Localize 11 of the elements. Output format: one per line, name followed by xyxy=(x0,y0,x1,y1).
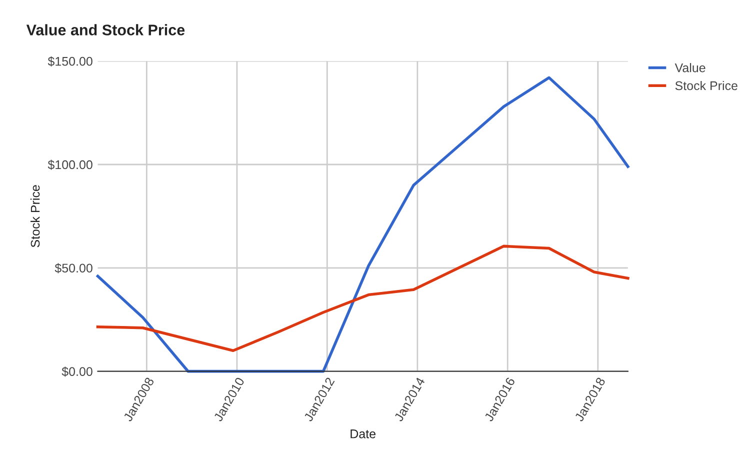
y-tick-label: $150.00 xyxy=(48,56,92,66)
legend-label: Stock Price xyxy=(675,80,738,90)
y-tick-label: $0.00 xyxy=(62,366,92,377)
line-series xyxy=(96,76,630,373)
line-series xyxy=(96,244,630,352)
x-axis-title: Date xyxy=(350,430,376,438)
chart-title: Value and Stock Price xyxy=(26,24,185,36)
y-tick-label: $100.00 xyxy=(48,160,92,170)
y-tick-label: $50.00 xyxy=(54,263,92,274)
legend-label: Value xyxy=(674,63,706,72)
y-axis-title: Stock Price xyxy=(30,185,40,248)
